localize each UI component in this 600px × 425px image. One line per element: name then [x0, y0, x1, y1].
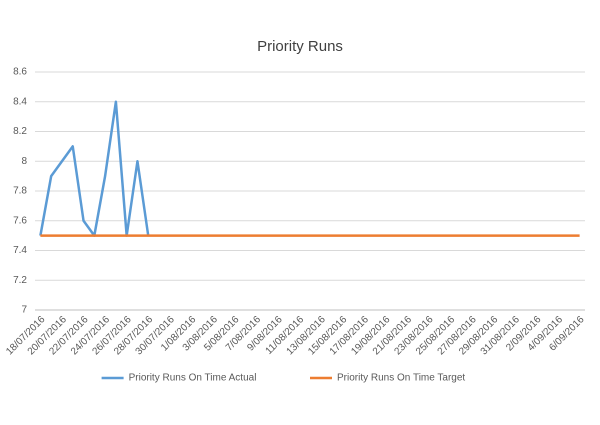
y-tick-label: 7.2: [13, 275, 27, 286]
y-tick-label: 7.4: [13, 245, 27, 256]
y-tick-label: 7.8: [13, 186, 27, 197]
legend-label: Priority Runs On Time Target: [337, 373, 465, 384]
y-tick-label: 7.6: [13, 215, 27, 226]
y-tick-label: 8.4: [13, 96, 27, 107]
chart-title: Priority Runs: [257, 38, 343, 55]
y-tick-label: 8.2: [13, 126, 27, 137]
y-tick-label: 8: [21, 156, 27, 167]
series-line: [39, 100, 150, 237]
y-tick-label: 7: [21, 305, 27, 316]
y-tick-label: 8.6: [13, 67, 27, 78]
legend-label: Priority Runs On Time Actual: [129, 373, 257, 384]
